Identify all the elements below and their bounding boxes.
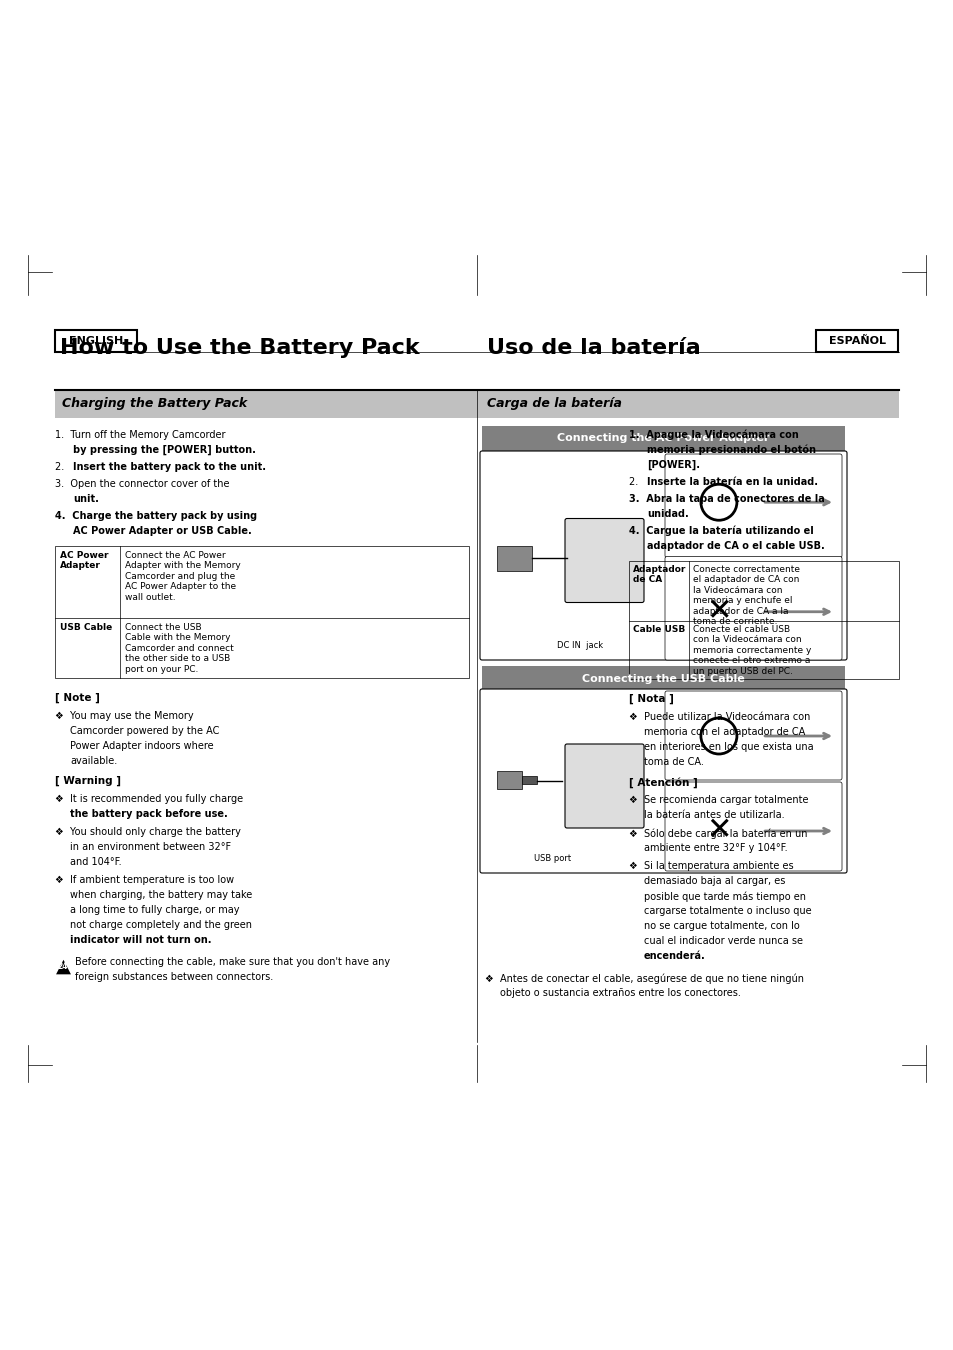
Text: posible que tarde más tiempo en: posible que tarde más tiempo en <box>643 891 805 902</box>
Text: ❖  If ambient temperature is too low: ❖ If ambient temperature is too low <box>55 875 233 886</box>
Text: ESPAÑOL: ESPAÑOL <box>827 336 884 346</box>
Text: the battery pack before use.: the battery pack before use. <box>70 809 228 819</box>
Text: in an environment between 32°F: in an environment between 32°F <box>70 842 231 852</box>
FancyBboxPatch shape <box>479 688 846 873</box>
Text: memoria con el adaptador de CA: memoria con el adaptador de CA <box>643 728 804 737</box>
Text: memoria presionando el botón: memoria presionando el botón <box>646 446 815 455</box>
Text: 2.: 2. <box>628 477 644 487</box>
Text: ✕: ✕ <box>705 597 731 626</box>
Text: [POWER].: [POWER]. <box>646 460 700 470</box>
Text: [ Nota ]: [ Nota ] <box>628 694 673 705</box>
Text: and 104°F.: and 104°F. <box>70 857 121 867</box>
Text: AC Power Adapter or USB Cable.: AC Power Adapter or USB Cable. <box>73 526 252 536</box>
Bar <box>55 545 469 678</box>
Text: ❖  Sólo debe cargar la batería en un: ❖ Sólo debe cargar la batería en un <box>628 828 806 838</box>
Text: Connect the AC Power
Adapter with the Memory
Camcorder and plug the
AC Power Ada: Connect the AC Power Adapter with the Me… <box>125 551 240 602</box>
Text: 1.  Turn off the Memory Camcorder: 1. Turn off the Memory Camcorder <box>55 431 225 440</box>
Text: Connecting the AC Power Adapter: Connecting the AC Power Adapter <box>557 433 769 443</box>
FancyBboxPatch shape <box>664 782 841 871</box>
Text: 4.  Cargue la batería utilizando el: 4. Cargue la batería utilizando el <box>628 526 813 536</box>
Text: foreign substances between connectors.: foreign substances between connectors. <box>75 972 273 981</box>
FancyBboxPatch shape <box>564 744 643 828</box>
Text: adaptador de CA o el cable USB.: adaptador de CA o el cable USB. <box>646 541 824 551</box>
Text: 24: 24 <box>58 963 69 971</box>
Text: a long time to fully charge, or may: a long time to fully charge, or may <box>70 904 239 915</box>
Text: ❖  You may use the Memory: ❖ You may use the Memory <box>55 711 193 721</box>
Text: [ Note ]: [ Note ] <box>55 693 100 703</box>
Text: cargarse totalmente o incluso que: cargarse totalmente o incluso que <box>643 906 811 917</box>
Text: ❖  Puede utilizar la Videocámara con: ❖ Puede utilizar la Videocámara con <box>628 711 809 722</box>
Text: 3.  Open the connector cover of the: 3. Open the connector cover of the <box>55 479 230 489</box>
Text: ambiente entre 32°F y 104°F.: ambiente entre 32°F y 104°F. <box>643 842 787 853</box>
Text: ❖  Se recomienda cargar totalmente: ❖ Se recomienda cargar totalmente <box>628 795 807 805</box>
FancyBboxPatch shape <box>564 518 643 602</box>
Text: [ Warning ]: [ Warning ] <box>55 776 121 786</box>
Text: Charging the Battery Pack: Charging the Battery Pack <box>62 397 247 410</box>
Text: when charging, the battery may take: when charging, the battery may take <box>70 890 252 900</box>
Text: Conecte el cable USB
con la Videocámara con
memoria correctamente y
conecte el o: Conecte el cable USB con la Videocámara … <box>692 625 810 675</box>
FancyBboxPatch shape <box>664 454 841 558</box>
Text: USB Cable: USB Cable <box>60 622 112 632</box>
Text: 4.  Charge the battery pack by using: 4. Charge the battery pack by using <box>55 512 257 521</box>
Text: DC IN  jack: DC IN jack <box>557 641 602 649</box>
Text: not charge completely and the green: not charge completely and the green <box>70 919 252 930</box>
Bar <box>476 390 898 418</box>
Text: unit.: unit. <box>73 494 99 504</box>
Text: ❖  Si la temperatura ambiente es: ❖ Si la temperatura ambiente es <box>628 861 793 871</box>
Text: Power Adapter indoors where: Power Adapter indoors where <box>70 741 213 751</box>
Bar <box>481 666 844 691</box>
Bar <box>628 562 898 679</box>
Text: Cable USB: Cable USB <box>633 625 684 634</box>
FancyBboxPatch shape <box>55 329 137 352</box>
Text: Uso de la batería: Uso de la batería <box>486 338 700 358</box>
Text: 1.  Apague la Videocámara con: 1. Apague la Videocámara con <box>628 431 798 440</box>
FancyBboxPatch shape <box>664 691 841 780</box>
Text: available.: available. <box>70 756 117 765</box>
FancyBboxPatch shape <box>664 556 841 660</box>
Bar <box>521 776 537 784</box>
Text: AC Power
Adapter: AC Power Adapter <box>60 551 109 571</box>
Text: Before connecting the cable, make sure that you don't have any: Before connecting the cable, make sure t… <box>75 957 390 967</box>
Text: ❖  You should only charge the battery: ❖ You should only charge the battery <box>55 828 240 837</box>
Text: 3.  Abra la tapa de conectores de la: 3. Abra la tapa de conectores de la <box>628 494 824 504</box>
Text: encenderá.: encenderá. <box>643 950 705 961</box>
Text: ❖  Antes de conectar el cable, asegúrese de que no tiene ningún: ❖ Antes de conectar el cable, asegúrese … <box>484 973 803 984</box>
Text: USB port: USB port <box>534 855 571 863</box>
Bar <box>481 427 844 451</box>
Text: Connecting the USB Cable: Connecting the USB Cable <box>581 674 744 683</box>
Text: Carga de la batería: Carga de la batería <box>486 397 621 410</box>
Text: ✕: ✕ <box>705 817 731 845</box>
Text: toma de CA.: toma de CA. <box>643 757 703 767</box>
Text: demasiado baja al cargar, es: demasiado baja al cargar, es <box>643 876 784 886</box>
Text: Insert the battery pack to the unit.: Insert the battery pack to the unit. <box>73 462 266 472</box>
Text: unidad.: unidad. <box>646 509 688 518</box>
Text: ▲: ▲ <box>55 957 71 976</box>
Text: Adaptador
de CA: Adaptador de CA <box>633 566 685 585</box>
Text: ❖  It is recommended you fully charge: ❖ It is recommended you fully charge <box>55 794 243 805</box>
Text: by pressing the [POWER] button.: by pressing the [POWER] button. <box>73 446 255 455</box>
Text: Inserte la batería en la unidad.: Inserte la batería en la unidad. <box>646 477 817 487</box>
FancyBboxPatch shape <box>815 329 897 352</box>
Text: objeto o sustancia extraños entre los conectores.: objeto o sustancia extraños entre los co… <box>499 988 740 998</box>
FancyBboxPatch shape <box>479 451 846 660</box>
Text: Connect the USB
Cable with the Memory
Camcorder and connect
the other side to a : Connect the USB Cable with the Memory Ca… <box>125 622 233 674</box>
Text: How to Use the Battery Pack: How to Use the Battery Pack <box>60 338 419 358</box>
Text: la batería antes de utilizarla.: la batería antes de utilizarla. <box>643 810 783 819</box>
Bar <box>497 545 532 571</box>
Text: Conecte correctamente
el adaptador de CA con
la Videocámara con
memoria y enchuf: Conecte correctamente el adaptador de CA… <box>692 566 800 626</box>
Text: Camcorder powered by the AC: Camcorder powered by the AC <box>70 726 219 736</box>
Bar <box>497 771 521 788</box>
Text: en interiores en los que exista una: en interiores en los que exista una <box>643 743 813 752</box>
Text: 2.: 2. <box>55 462 71 472</box>
Text: ENGLISH: ENGLISH <box>69 336 123 346</box>
Text: no se cargue totalmente, con lo: no se cargue totalmente, con lo <box>643 921 799 931</box>
Text: [ Atención ]: [ Atención ] <box>628 778 697 788</box>
Text: indicator will not turn on.: indicator will not turn on. <box>70 936 212 945</box>
Text: cual el indicador verde nunca se: cual el indicador verde nunca se <box>643 936 802 946</box>
Bar <box>55 390 476 418</box>
